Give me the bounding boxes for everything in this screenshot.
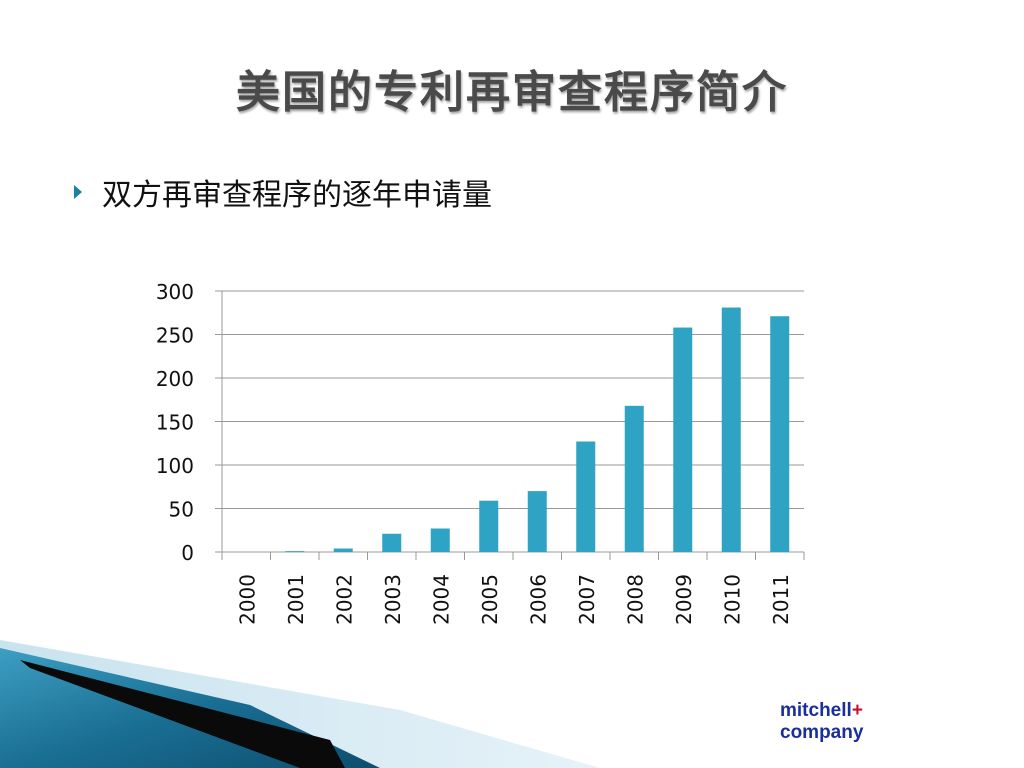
- y-tick-label: 200: [156, 367, 194, 391]
- bar: [770, 316, 790, 552]
- bar: [673, 327, 693, 552]
- x-tick-label: 2004: [429, 574, 453, 625]
- x-tick-label: 2000: [235, 574, 259, 625]
- x-tick-label: 2011: [769, 574, 793, 625]
- bar: [576, 441, 596, 552]
- triangle-bullet-icon: [74, 185, 82, 199]
- slide-title: 美国的专利再审查程序简介: [236, 67, 788, 118]
- x-tick-label: 2010: [720, 574, 744, 625]
- y-tick-label: 100: [156, 454, 194, 478]
- bar: [430, 528, 450, 552]
- bar: [624, 405, 644, 552]
- bullet-item: 双方再审查程序的逐年申请量: [74, 172, 492, 213]
- company-logo: mitchell+ company: [780, 700, 863, 744]
- y-tick-label: 50: [169, 498, 194, 522]
- logo-line2: company: [780, 722, 864, 743]
- y-tick-label: 250: [156, 324, 194, 348]
- y-tick-label: 150: [156, 411, 194, 435]
- bar: [285, 551, 305, 552]
- x-tick-label: 2007: [575, 574, 599, 625]
- x-tick-label: 2002: [332, 574, 356, 625]
- logo-line1: mitchell: [780, 700, 852, 721]
- bar: [721, 307, 741, 552]
- x-tick-label: 2006: [526, 574, 550, 625]
- x-tick-label: 2003: [381, 574, 405, 625]
- decor-dark-stripe: [20, 660, 345, 768]
- bar: [382, 533, 402, 552]
- bar: [527, 491, 547, 552]
- x-tick-label: 2005: [478, 574, 502, 625]
- y-tick-label: 0: [181, 541, 194, 565]
- x-tick-label: 2001: [284, 574, 308, 625]
- y-tick-label: 300: [156, 280, 194, 304]
- bullet-text: 双方再审查程序的逐年申请量: [102, 178, 492, 213]
- logo-plus: +: [851, 700, 863, 721]
- x-tick-label: 2008: [623, 574, 647, 625]
- x-tick-label: 2009: [672, 574, 696, 625]
- bar: [479, 500, 499, 552]
- bar: [333, 548, 353, 552]
